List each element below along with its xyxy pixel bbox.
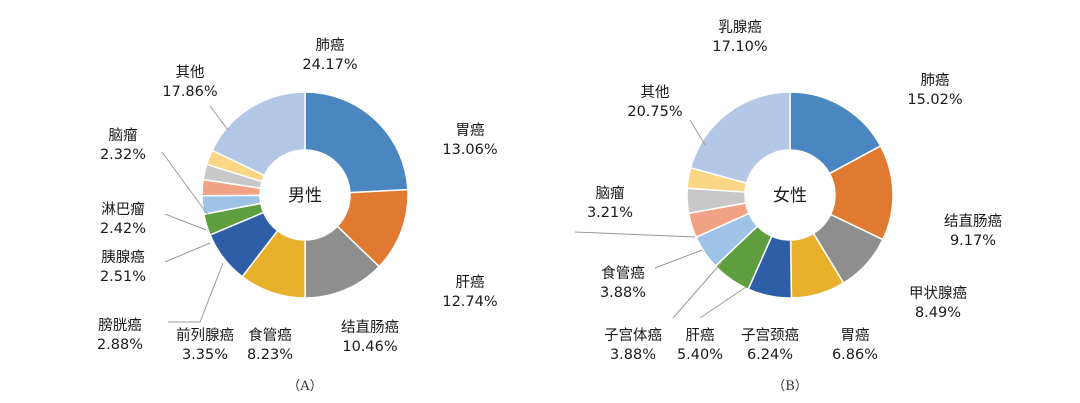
label-name-uterine: 子宫体癌 (604, 327, 662, 344)
label-value-breast: 17.10% (712, 39, 767, 55)
leader-brain (161, 151, 209, 216)
center-label: 女性 (773, 186, 807, 206)
label-value-other: 17.86% (162, 84, 217, 100)
label-name-stomach: 胃癌 (456, 122, 485, 139)
label-name-liver: 肝癌 (456, 274, 485, 291)
label-name-brain: 脑瘤 (109, 127, 138, 144)
leader-other (689, 119, 706, 146)
male-panel-label: （A） (287, 379, 322, 394)
label-name-prostate: 前列腺癌 (176, 327, 234, 344)
label-value-esophageal: 3.88% (600, 285, 646, 301)
label-value-brain: 3.21% (587, 205, 633, 221)
label-value-stomach: 6.86% (832, 347, 878, 363)
label-name-liver: 肝癌 (686, 327, 715, 344)
label-value-stomach: 13.06% (442, 142, 497, 158)
female-donut-chart: （B） 乳腺癌 17.10% 肺癌 15.02% 结直肠癌 9.17% 甲状腺癌 8.49% 胃… (574, 19, 1002, 394)
label-name-bladder: 膀胱癌 (98, 317, 142, 334)
leader-lines (161, 105, 229, 323)
label-name-pancreatic: 胰腺癌 (101, 249, 145, 266)
label-value-thyroid: 8.49% (915, 305, 961, 321)
label-value-uterine: 3.88% (610, 347, 656, 363)
label-value-lung: 24.17% (302, 57, 357, 73)
label-name-colorectal: 结直肠癌 (341, 319, 399, 336)
leader-bladder (168, 262, 224, 323)
label-name-breast: 乳腺癌 (718, 19, 762, 36)
label-value-lung: 15.02% (907, 92, 962, 108)
label-name-stomach: 胃癌 (841, 327, 870, 344)
slice-other (211, 91, 306, 177)
slice-other (689, 91, 791, 185)
leader-esophageal (654, 249, 703, 269)
label-name-cervical: 子宫颈癌 (741, 327, 799, 344)
label-value-cervical: 6.24% (747, 347, 793, 363)
leader-uterine (672, 261, 723, 319)
label-name-thyroid: 甲状腺癌 (909, 285, 967, 302)
leader-pancreatic (164, 242, 211, 263)
label-value-brain: 2.32% (100, 147, 146, 163)
label-value-pancreatic: 2.51% (100, 269, 146, 285)
label-value-liver: 5.40% (677, 347, 723, 363)
leader-brain (574, 231, 696, 238)
male-donut-chart: （A） 肺癌 24.17% 胃癌 13.06% 肝癌 12.74% 结直肠癌 10.46% 食管… (97, 37, 498, 394)
slice-breast (789, 91, 882, 175)
label-name-brain: 脑瘤 (596, 185, 625, 202)
female-panel-label: （B） (772, 379, 808, 394)
label-value-other: 20.75% (627, 104, 682, 120)
label-name-other: 其他 (641, 84, 670, 101)
leader-other (209, 105, 229, 131)
slices (686, 91, 894, 299)
label-value-colorectal: 9.17% (950, 233, 996, 249)
leader-lines (574, 119, 747, 319)
center-label: 男性 (288, 186, 322, 206)
label-name-lung: 肺癌 (316, 37, 345, 54)
label-value-bladder: 2.88% (97, 337, 143, 353)
label-name-esophageal: 食管癌 (248, 327, 292, 344)
label-name-colorectal: 结直肠癌 (944, 213, 1002, 230)
slice-labels: 肺癌 24.17% 胃癌 13.06% 肝癌 12.74% 结直肠癌 10.46% 食管癌 8.2… (97, 37, 498, 363)
leader-liver (699, 286, 747, 319)
label-value-esophageal: 8.23% (247, 347, 293, 363)
label-name-other: 其他 (176, 64, 205, 81)
label-value-prostate: 3.35% (182, 347, 228, 363)
label-value-liver: 12.74% (442, 294, 497, 310)
label-value-lymphoma: 2.42% (100, 221, 146, 237)
label-name-lung: 肺癌 (921, 72, 950, 89)
label-name-lymphoma: 淋巴瘤 (101, 201, 145, 218)
leader-lymphoma (164, 213, 207, 231)
slice-lung (304, 91, 409, 194)
slice-labels: 乳腺癌 17.10% 肺癌 15.02% 结直肠癌 9.17% 甲状腺癌 8.49% 胃癌 6.8… (587, 19, 1002, 363)
label-name-esophageal: 食管癌 (601, 265, 645, 282)
label-value-colorectal: 10.46% (342, 339, 397, 355)
slices (201, 91, 409, 299)
